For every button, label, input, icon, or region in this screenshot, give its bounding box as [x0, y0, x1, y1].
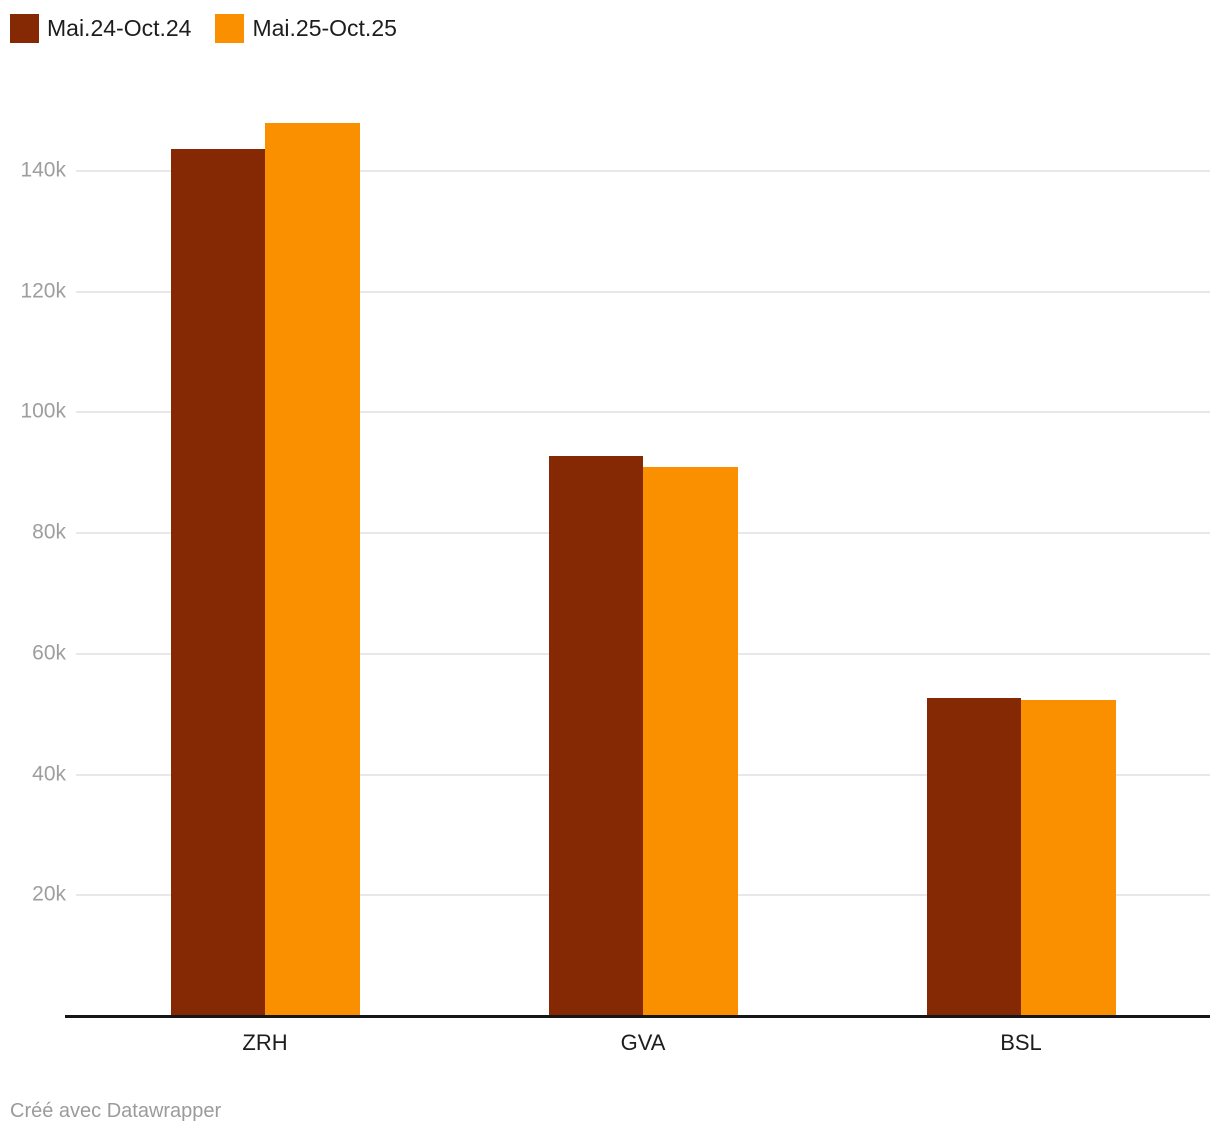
- x-category-label-bsl: BSL: [1000, 1030, 1042, 1055]
- x-axis-line: [65, 1015, 1210, 1018]
- y-tick-label: 40k: [32, 762, 66, 786]
- bar-gva-series1[interactable]: [548, 456, 643, 1016]
- bar-zrh-series2[interactable]: [265, 123, 360, 1016]
- y-tick-label: 100k: [20, 399, 66, 423]
- y-tick-label: 80k: [32, 520, 66, 544]
- gridline-120k: [76, 290, 1210, 293]
- y-tick-label: 20k: [32, 882, 66, 906]
- bar-bsl-series2[interactable]: [1021, 699, 1116, 1016]
- legend-label: Mai.24-Oct.24: [47, 15, 192, 41]
- legend-swatch: [215, 14, 245, 43]
- y-tick-label: 120k: [20, 279, 66, 303]
- legend-label: Mai.25-Oct.25: [252, 15, 397, 41]
- gridline-140k: [76, 170, 1210, 172]
- chart-legend: Mai.24-Oct.24 Mai.25-Oct.25: [10, 14, 421, 43]
- legend-item: Mai.25-Oct.25: [215, 14, 397, 43]
- legend-swatch: [10, 14, 39, 43]
- x-category-label-zrh: ZRH: [242, 1030, 288, 1055]
- legend-item: Mai.24-Oct.24: [10, 14, 191, 43]
- y-tick-label: 140k: [20, 158, 66, 182]
- bar-bsl-series1[interactable]: [926, 697, 1021, 1016]
- y-tick-label: 60k: [32, 641, 66, 665]
- bar-zrh-series1[interactable]: [170, 148, 265, 1016]
- gridline-100k: [76, 411, 1210, 414]
- bar-gva-series2[interactable]: [643, 467, 738, 1016]
- datawrapper-credit: Créé avec Datawrapper: [10, 1100, 222, 1122]
- x-category-label-gva: GVA: [620, 1030, 666, 1055]
